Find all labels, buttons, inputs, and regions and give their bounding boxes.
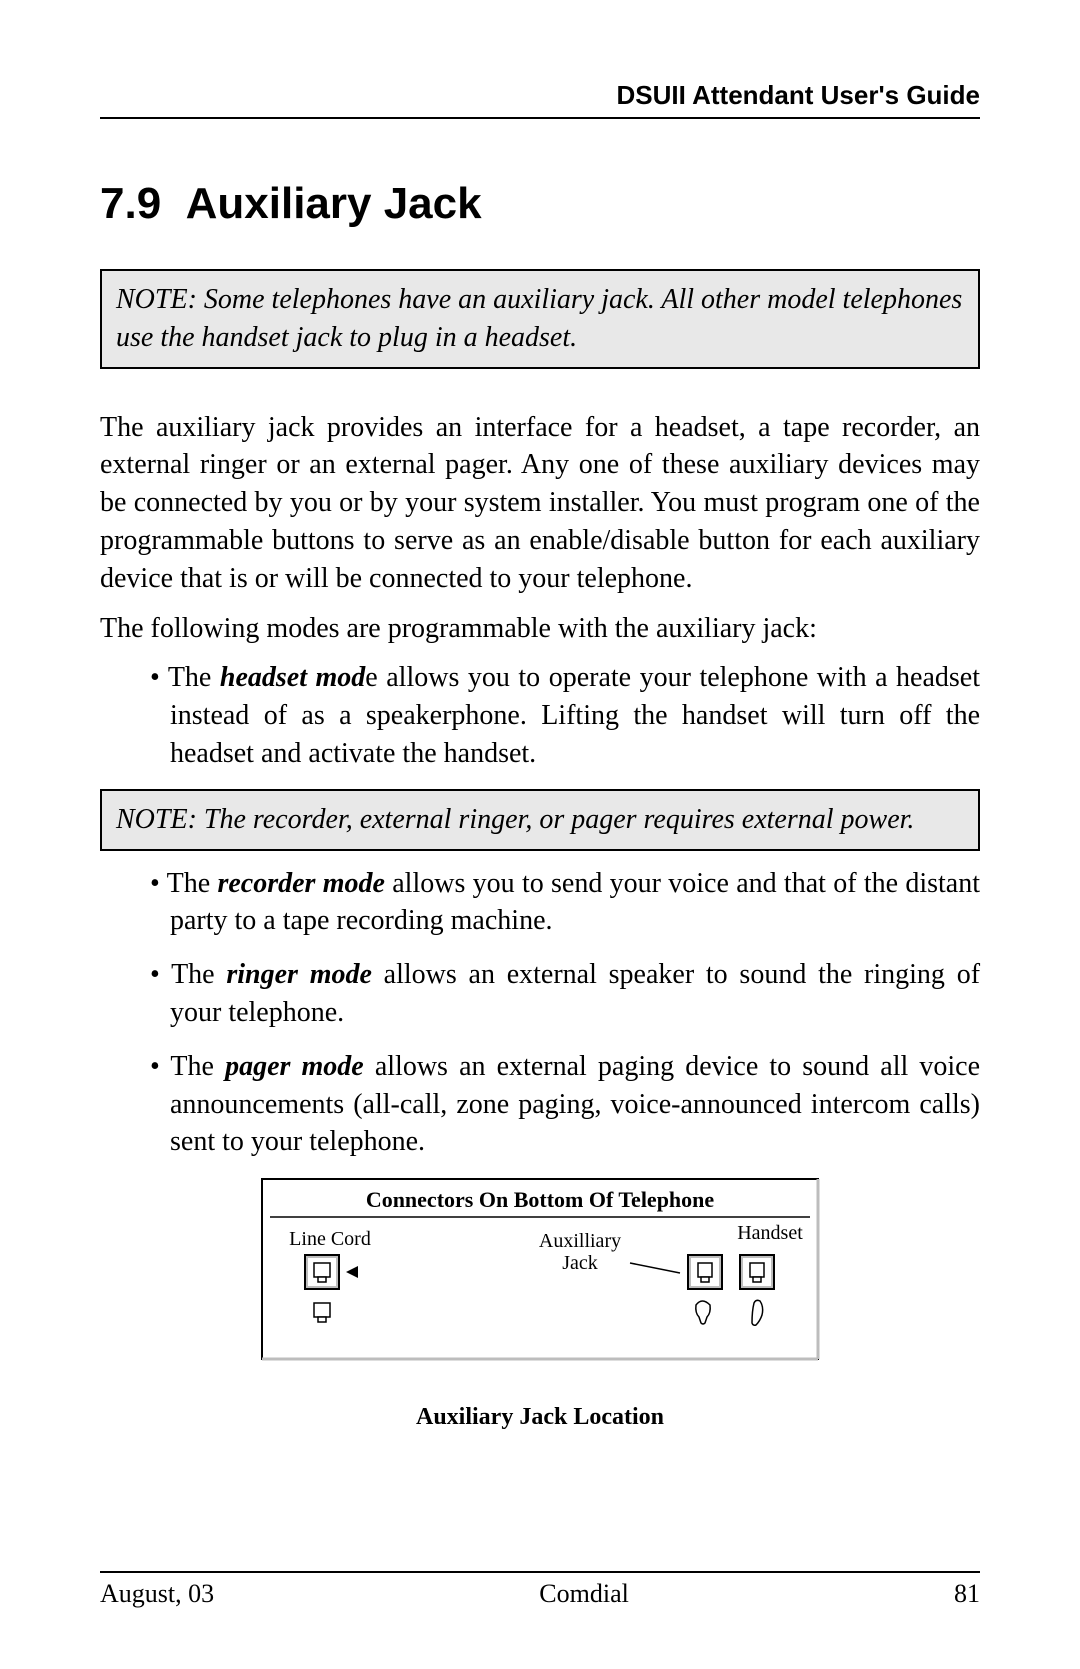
label-auxiliary: Auxilliary (539, 1230, 621, 1252)
footer-brand: Comdial (539, 1579, 629, 1609)
bullet-list-2: The recorder mode allows you to send you… (100, 865, 980, 1162)
body-paragraph-2: The following modes are programmable wit… (100, 610, 980, 648)
document-page: DSUII Attendant User's Guide 7.9 Auxilia… (0, 0, 1080, 1669)
page-header-title: DSUII Attendant User's Guide (100, 80, 980, 117)
header-rule (100, 117, 980, 119)
note-box-2: NOTE: The recorder, external ringer, or … (100, 789, 980, 851)
section-number: 7.9 (100, 179, 161, 228)
label-linecord: Line Cord (289, 1228, 371, 1250)
aux-jack-icon (688, 1255, 722, 1289)
section-title: Auxiliary Jack (186, 179, 482, 228)
label-handset: Handset (737, 1222, 803, 1244)
label-jack: Jack (562, 1252, 598, 1274)
figure-title-text: Connectors On Bottom Of Telephone (366, 1187, 715, 1212)
connectors-diagram: Connectors On Bottom Of Telephone Line C… (260, 1177, 820, 1377)
bullet-recorder-mode: The recorder mode allows you to send you… (100, 865, 980, 941)
footer-rule (100, 1571, 980, 1573)
figure-caption: Auxiliary Jack Location (100, 1404, 980, 1431)
bullet-pager-mode: The pager mode allows an external paging… (100, 1048, 980, 1161)
handset-jack-icon (740, 1255, 774, 1289)
figure-wrap: Connectors On Bottom Of Telephone Line C… (100, 1177, 980, 1431)
page-footer: August, 03 Comdial 81 (100, 1571, 980, 1609)
footer-page-number: 81 (954, 1579, 980, 1609)
section-heading: 7.9 Auxiliary Jack (100, 179, 980, 229)
body-paragraph-1: The auxiliary jack provides an interface… (100, 409, 980, 598)
note-box-1: NOTE: Some telephones have an auxiliary … (100, 269, 980, 369)
bullet-ringer-mode: The ringer mode allows an external speak… (100, 956, 980, 1032)
bullet-list-1: The headset mode allows you to operate y… (100, 659, 980, 772)
footer-date: August, 03 (100, 1579, 214, 1609)
bullet-headset-mode: The headset mode allows you to operate y… (100, 659, 980, 772)
